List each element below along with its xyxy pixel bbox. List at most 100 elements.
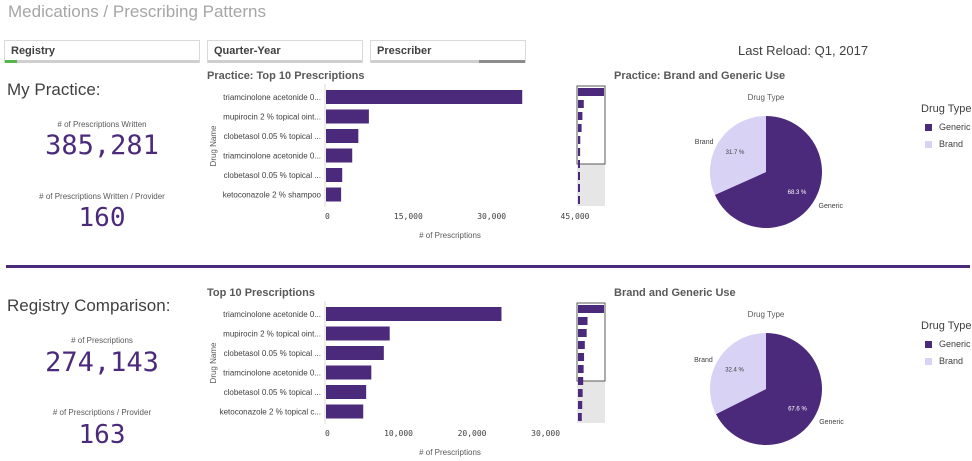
pie-dimension-label: Drug Type <box>748 310 785 319</box>
bar[interactable] <box>326 326 390 341</box>
x-tick-label: 0 <box>325 429 330 438</box>
filter-quarter-year-label: Quarter-Year <box>214 45 281 57</box>
x-tick-label: 30,000 <box>477 212 506 221</box>
section-divider <box>6 265 970 268</box>
scrollbar-minibar <box>578 148 581 156</box>
y-axis-label: Drug Name <box>209 342 218 383</box>
practice-top10-bar-chart[interactable]: Drug Name triamcinolone acetonide 0... mup… <box>205 84 610 244</box>
pie-slice-generic[interactable] <box>714 116 822 229</box>
pie-slice-value-label: 31.7 % <box>726 150 745 156</box>
bar[interactable] <box>326 129 359 143</box>
x-tick-label: 15,000 <box>394 212 423 221</box>
registry-kpi2-value: 163 <box>78 420 126 450</box>
scrollbar-minibar <box>578 100 584 108</box>
scrollbar-minibar <box>578 317 588 325</box>
category-label: clobetasol 0.05 % topical ... <box>224 388 321 397</box>
practice-pie-legend: Drug Type Generic Brand <box>921 103 972 149</box>
scrollbar-minibar <box>578 196 580 204</box>
filter-prescriber[interactable]: Prescriber <box>370 40 526 63</box>
registry-pie-legend: Drug Type Generic Brand <box>921 320 972 366</box>
category-label: ketoconazole 2 % shampoo <box>223 191 322 200</box>
x-tick-label: 45,000 <box>561 212 590 221</box>
pie-slice-brand[interactable] <box>710 116 766 195</box>
registry-kpi1-label: # of Prescriptions <box>71 336 133 345</box>
bar[interactable] <box>326 148 353 163</box>
scrollbar-minibar <box>578 329 587 337</box>
registry-kpi1-value: 274,143 <box>45 347 159 378</box>
filter-prescriber-indicator <box>478 60 525 63</box>
category-label: mupirocin 2 % topical oint... <box>223 113 321 122</box>
pie-slice-brand[interactable] <box>710 333 766 415</box>
practice-brand-generic-pie[interactable]: Drug Type 68.3 % Generic 31.7 % Brand <box>690 88 850 238</box>
legend-swatch-brand <box>925 358 932 366</box>
x-tick-label: 20,000 <box>458 429 487 438</box>
legend-title: Drug Type <box>921 320 972 332</box>
x-tick-label: 30,000 <box>531 429 560 438</box>
category-label: clobetasol 0.05 % topical ... <box>224 349 321 358</box>
bar[interactable] <box>326 365 372 380</box>
practice-bar-chart-title: Practice: Top 10 Prescriptions <box>207 70 365 82</box>
bar[interactable] <box>326 109 369 124</box>
page-title: Medications / Prescribing Patterns <box>8 2 266 21</box>
filter-quarter-year[interactable]: Quarter-Year <box>207 40 363 63</box>
category-label: clobetasol 0.05 % topical ... <box>224 132 321 141</box>
filter-prescriber-track <box>371 60 525 63</box>
filter-prescriber-label: Prescriber <box>377 45 432 57</box>
filter-registry[interactable]: Registry <box>4 40 200 63</box>
y-axis-label: Drug Name <box>209 125 218 166</box>
scrollbar-minibar <box>578 124 582 132</box>
practice-section-title: My Practice: <box>7 80 101 99</box>
scrollbar-minibar <box>578 365 584 373</box>
legend-item-brand[interactable]: Brand <box>921 356 972 366</box>
legend-item-generic[interactable]: Generic <box>921 122 972 132</box>
category-label: triamcinolone acetonide 0... <box>223 152 321 161</box>
pie-slice-generic[interactable] <box>715 333 822 445</box>
pie-slice-value-label: 67.6 % <box>788 406 807 412</box>
category-label: triamcinolone acetonide 0... <box>223 369 321 378</box>
legend-swatch-generic <box>925 341 932 349</box>
practice-kpi1-label: # of Prescriptions Written <box>57 120 147 129</box>
bar[interactable] <box>326 385 367 399</box>
filter-quarter-year-track <box>208 60 362 63</box>
bar[interactable] <box>326 346 384 360</box>
category-label: triamcinolone acetonide 0... <box>223 310 321 319</box>
pie-slice-value-label: 32.4 % <box>725 368 744 374</box>
practice-kpi2-label: # of Prescriptions Written / Provider <box>39 192 165 201</box>
registry-top10-bar-chart[interactable]: Drug Name triamcinolone acetonide 0... mup… <box>205 301 610 461</box>
x-axis-label: # of Prescriptions <box>419 231 481 240</box>
scrollbar-minibar <box>578 160 580 168</box>
category-label: ketoconazole 2 % topical c... <box>220 408 321 417</box>
legend-item-brand[interactable]: Brand <box>921 139 972 149</box>
pie-slice-name-label: Generic <box>819 203 844 210</box>
legend-item-generic[interactable]: Generic <box>921 339 972 349</box>
filter-registry-indicator <box>5 60 17 63</box>
legend-title: Drug Type <box>921 103 972 115</box>
practice-kpi1-value: 385,281 <box>45 130 159 161</box>
bar[interactable] <box>326 187 342 202</box>
registry-pie-chart-title: Brand and Generic Use <box>614 287 736 299</box>
scrollbar-minibar <box>578 353 585 361</box>
legend-swatch-generic <box>925 124 932 132</box>
pie-slice-name-label: Generic <box>819 419 844 426</box>
x-axis-label: # of Prescriptions <box>419 448 481 457</box>
scrollbar-minibar <box>578 389 583 397</box>
registry-bar-chart-title: Top 10 Prescriptions <box>207 287 315 299</box>
bar[interactable] <box>326 168 343 182</box>
practice-pie-chart-title: Practice: Brand and Generic Use <box>614 70 786 82</box>
scrollbar-window[interactable] <box>576 85 606 165</box>
scrollbar-minibar <box>578 184 580 192</box>
registry-brand-generic-pie[interactable]: Drug Type 67.6 % Generic 32.4 % Brand <box>690 305 850 455</box>
bar[interactable] <box>326 404 364 419</box>
bar[interactable] <box>326 307 502 321</box>
scrollbar-minibar <box>578 377 584 385</box>
bar[interactable] <box>326 90 523 104</box>
pie-slice-value-label: 68.3 % <box>788 190 807 196</box>
filter-registry-label: Registry <box>11 45 56 57</box>
pie-slice-name-label: Brand <box>695 139 714 146</box>
category-label: triamcinolone acetonide 0... <box>223 93 321 102</box>
scrollbar-minibar <box>578 305 604 313</box>
x-tick-label: 10,000 <box>384 429 413 438</box>
filter-registry-track <box>5 60 199 63</box>
category-label: clobetasol 0.05 % topical ... <box>224 171 321 180</box>
scrollbar-minibar <box>578 341 585 349</box>
